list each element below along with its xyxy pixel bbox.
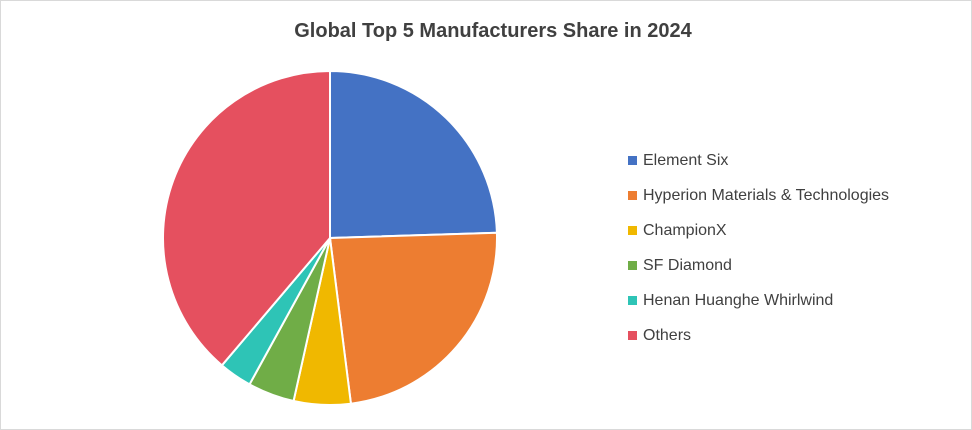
chart-title: Global Top 5 Manufacturers Share in 2024 bbox=[294, 20, 692, 42]
legend-swatch bbox=[628, 296, 637, 305]
legend-label: Hyperion Materials & Technologies bbox=[643, 186, 890, 204]
legend-swatch bbox=[628, 191, 637, 200]
pie-slice-hyperion-materials-technologies bbox=[328, 231, 498, 405]
legend-swatch bbox=[628, 226, 637, 235]
legend-label: ChampionX bbox=[643, 221, 727, 239]
legend-item-others: Others bbox=[628, 318, 889, 353]
legend-label: SF Diamond bbox=[643, 256, 732, 274]
legend-label: Others bbox=[643, 326, 692, 344]
legend-swatch bbox=[628, 331, 637, 340]
legend-label: Element Six bbox=[643, 151, 729, 169]
legend-label: Henan Huanghe Whirlwind bbox=[643, 291, 834, 309]
chart-legend: Element Six Hyperion Materials & Technol… bbox=[628, 143, 889, 353]
legend-item-hyperion: Hyperion Materials & Technologies bbox=[628, 178, 889, 213]
legend-item-championx: ChampionX bbox=[628, 213, 889, 248]
legend-swatch bbox=[628, 156, 637, 165]
pie-slice-others bbox=[162, 69, 331, 367]
legend-item-sf-diamond: SF Diamond bbox=[628, 248, 889, 283]
legend-swatch bbox=[628, 261, 637, 270]
legend-item-henan-huanghe: Henan Huanghe Whirlwind bbox=[628, 283, 889, 318]
pie-slice-element-six bbox=[329, 69, 498, 240]
legend-item-element-six: Element Six bbox=[628, 143, 889, 178]
